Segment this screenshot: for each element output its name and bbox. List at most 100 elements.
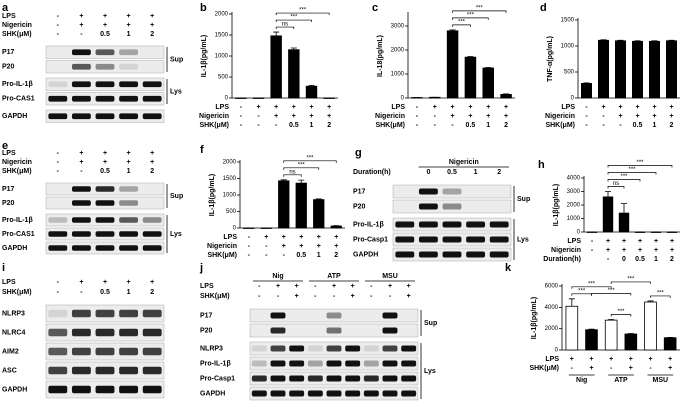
band xyxy=(326,360,342,367)
band xyxy=(95,95,115,102)
condition-value: - xyxy=(275,122,278,129)
band xyxy=(119,245,139,251)
row-label: Pro-CAS1 xyxy=(2,96,35,103)
condition-value: - xyxy=(607,256,610,263)
panel-letter: f xyxy=(200,144,204,156)
panel-letter: k xyxy=(505,262,512,274)
bar xyxy=(446,30,459,99)
significance-bracket xyxy=(591,293,632,296)
bar xyxy=(295,182,307,229)
condition-value: - xyxy=(416,104,419,111)
row-label: P17 xyxy=(2,49,15,56)
condition-value: + xyxy=(127,13,131,20)
condition-value: - xyxy=(602,122,605,129)
band xyxy=(142,81,162,88)
row-label: Pro-Casp1 xyxy=(353,236,388,243)
group-label: ATP xyxy=(327,273,341,280)
significance-bracket xyxy=(283,174,302,177)
band xyxy=(289,375,305,382)
significance-label: *** xyxy=(298,162,306,168)
row-label: NLRP3 xyxy=(200,345,223,352)
band xyxy=(345,360,361,367)
band xyxy=(119,231,139,237)
significance-label: *** xyxy=(467,12,475,18)
panel-letter: a xyxy=(2,2,9,14)
condition-value: - xyxy=(619,122,622,129)
panel-letter: g xyxy=(355,147,362,159)
significance-label: *** xyxy=(657,291,665,297)
condition-value: - xyxy=(416,113,419,120)
section-label: Lys xyxy=(170,231,182,238)
significance-bracket xyxy=(452,17,489,20)
condition-value: - xyxy=(370,293,373,300)
condition-value: + xyxy=(609,356,613,363)
condition-name: Nigericin xyxy=(545,113,575,120)
band xyxy=(382,390,398,397)
significance-label: *** xyxy=(608,288,616,294)
condition-value: - xyxy=(591,247,594,254)
condition-value: + xyxy=(103,279,107,286)
condition-value: + xyxy=(654,238,658,245)
band xyxy=(119,217,139,223)
band xyxy=(119,113,139,120)
band xyxy=(95,186,115,192)
row-label: P20 xyxy=(2,200,15,207)
band xyxy=(48,366,68,375)
band xyxy=(71,95,91,102)
band xyxy=(345,390,361,397)
band xyxy=(142,366,162,375)
significance-bracket xyxy=(452,24,471,27)
condition-value: + xyxy=(299,234,303,241)
error-bar xyxy=(608,319,615,321)
panel-letter: i xyxy=(2,262,5,274)
condition-value: 2 xyxy=(327,122,331,129)
condition-name: LPS xyxy=(2,13,16,20)
y-tick-label: 1000 xyxy=(561,44,575,50)
row-label: Pro-Casp1 xyxy=(200,375,235,382)
condition-value: - xyxy=(57,168,60,175)
condition-value: + xyxy=(317,243,321,250)
band xyxy=(119,95,139,102)
condition-value: - xyxy=(57,31,60,38)
condition-value: - xyxy=(257,122,260,129)
y-tick-label: 2000 xyxy=(223,160,237,166)
y-tick-label: 2000 xyxy=(215,12,229,18)
band xyxy=(119,309,139,318)
band xyxy=(418,221,438,228)
band xyxy=(270,312,286,319)
y-tick-label: 3000 xyxy=(391,24,405,30)
band xyxy=(251,360,267,367)
band xyxy=(251,390,267,397)
significance-label: *** xyxy=(628,167,636,173)
row-label: Pro-IL-1β xyxy=(2,217,33,224)
panel-letter: h xyxy=(538,159,545,171)
bar xyxy=(305,85,318,99)
condition-value: + xyxy=(292,113,296,120)
band xyxy=(71,113,91,120)
condition-value: + xyxy=(635,113,639,120)
band xyxy=(307,390,323,397)
significance-bracket xyxy=(571,286,612,289)
band xyxy=(326,390,342,397)
band xyxy=(95,231,115,237)
condition-value: - xyxy=(277,293,280,300)
condition-value: 1 xyxy=(127,31,131,38)
row-label: P17 xyxy=(353,188,366,195)
condition-value: - xyxy=(649,365,652,372)
band xyxy=(395,221,415,228)
band xyxy=(270,345,286,352)
condition-value: - xyxy=(602,113,605,120)
condition-value: - xyxy=(451,122,454,129)
y-tick-label: 0 xyxy=(577,230,581,236)
band xyxy=(48,385,68,394)
band xyxy=(48,113,68,120)
section-label: Sup xyxy=(170,193,183,200)
condition-value: + xyxy=(468,104,472,111)
y-tick-label: 2000 xyxy=(545,326,559,332)
y-tick-label: 1000 xyxy=(215,54,229,60)
condition-value: + xyxy=(669,104,673,111)
band xyxy=(401,375,417,382)
condition-name: Nigericin xyxy=(207,243,237,250)
bar xyxy=(649,40,661,99)
blot-strip xyxy=(392,199,512,214)
